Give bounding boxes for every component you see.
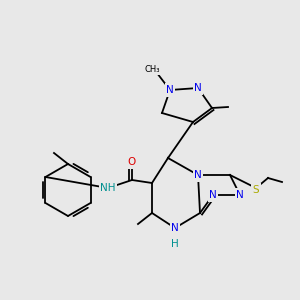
Text: N: N bbox=[194, 83, 202, 93]
Text: O: O bbox=[128, 157, 136, 167]
Text: N: N bbox=[194, 170, 202, 180]
Text: N: N bbox=[209, 190, 217, 200]
Text: N: N bbox=[166, 85, 174, 95]
Text: N: N bbox=[236, 190, 244, 200]
Text: H: H bbox=[171, 239, 179, 249]
Text: S: S bbox=[253, 185, 259, 195]
Text: CH₃: CH₃ bbox=[144, 64, 160, 74]
Text: N: N bbox=[171, 223, 179, 233]
Text: NH: NH bbox=[100, 183, 116, 193]
